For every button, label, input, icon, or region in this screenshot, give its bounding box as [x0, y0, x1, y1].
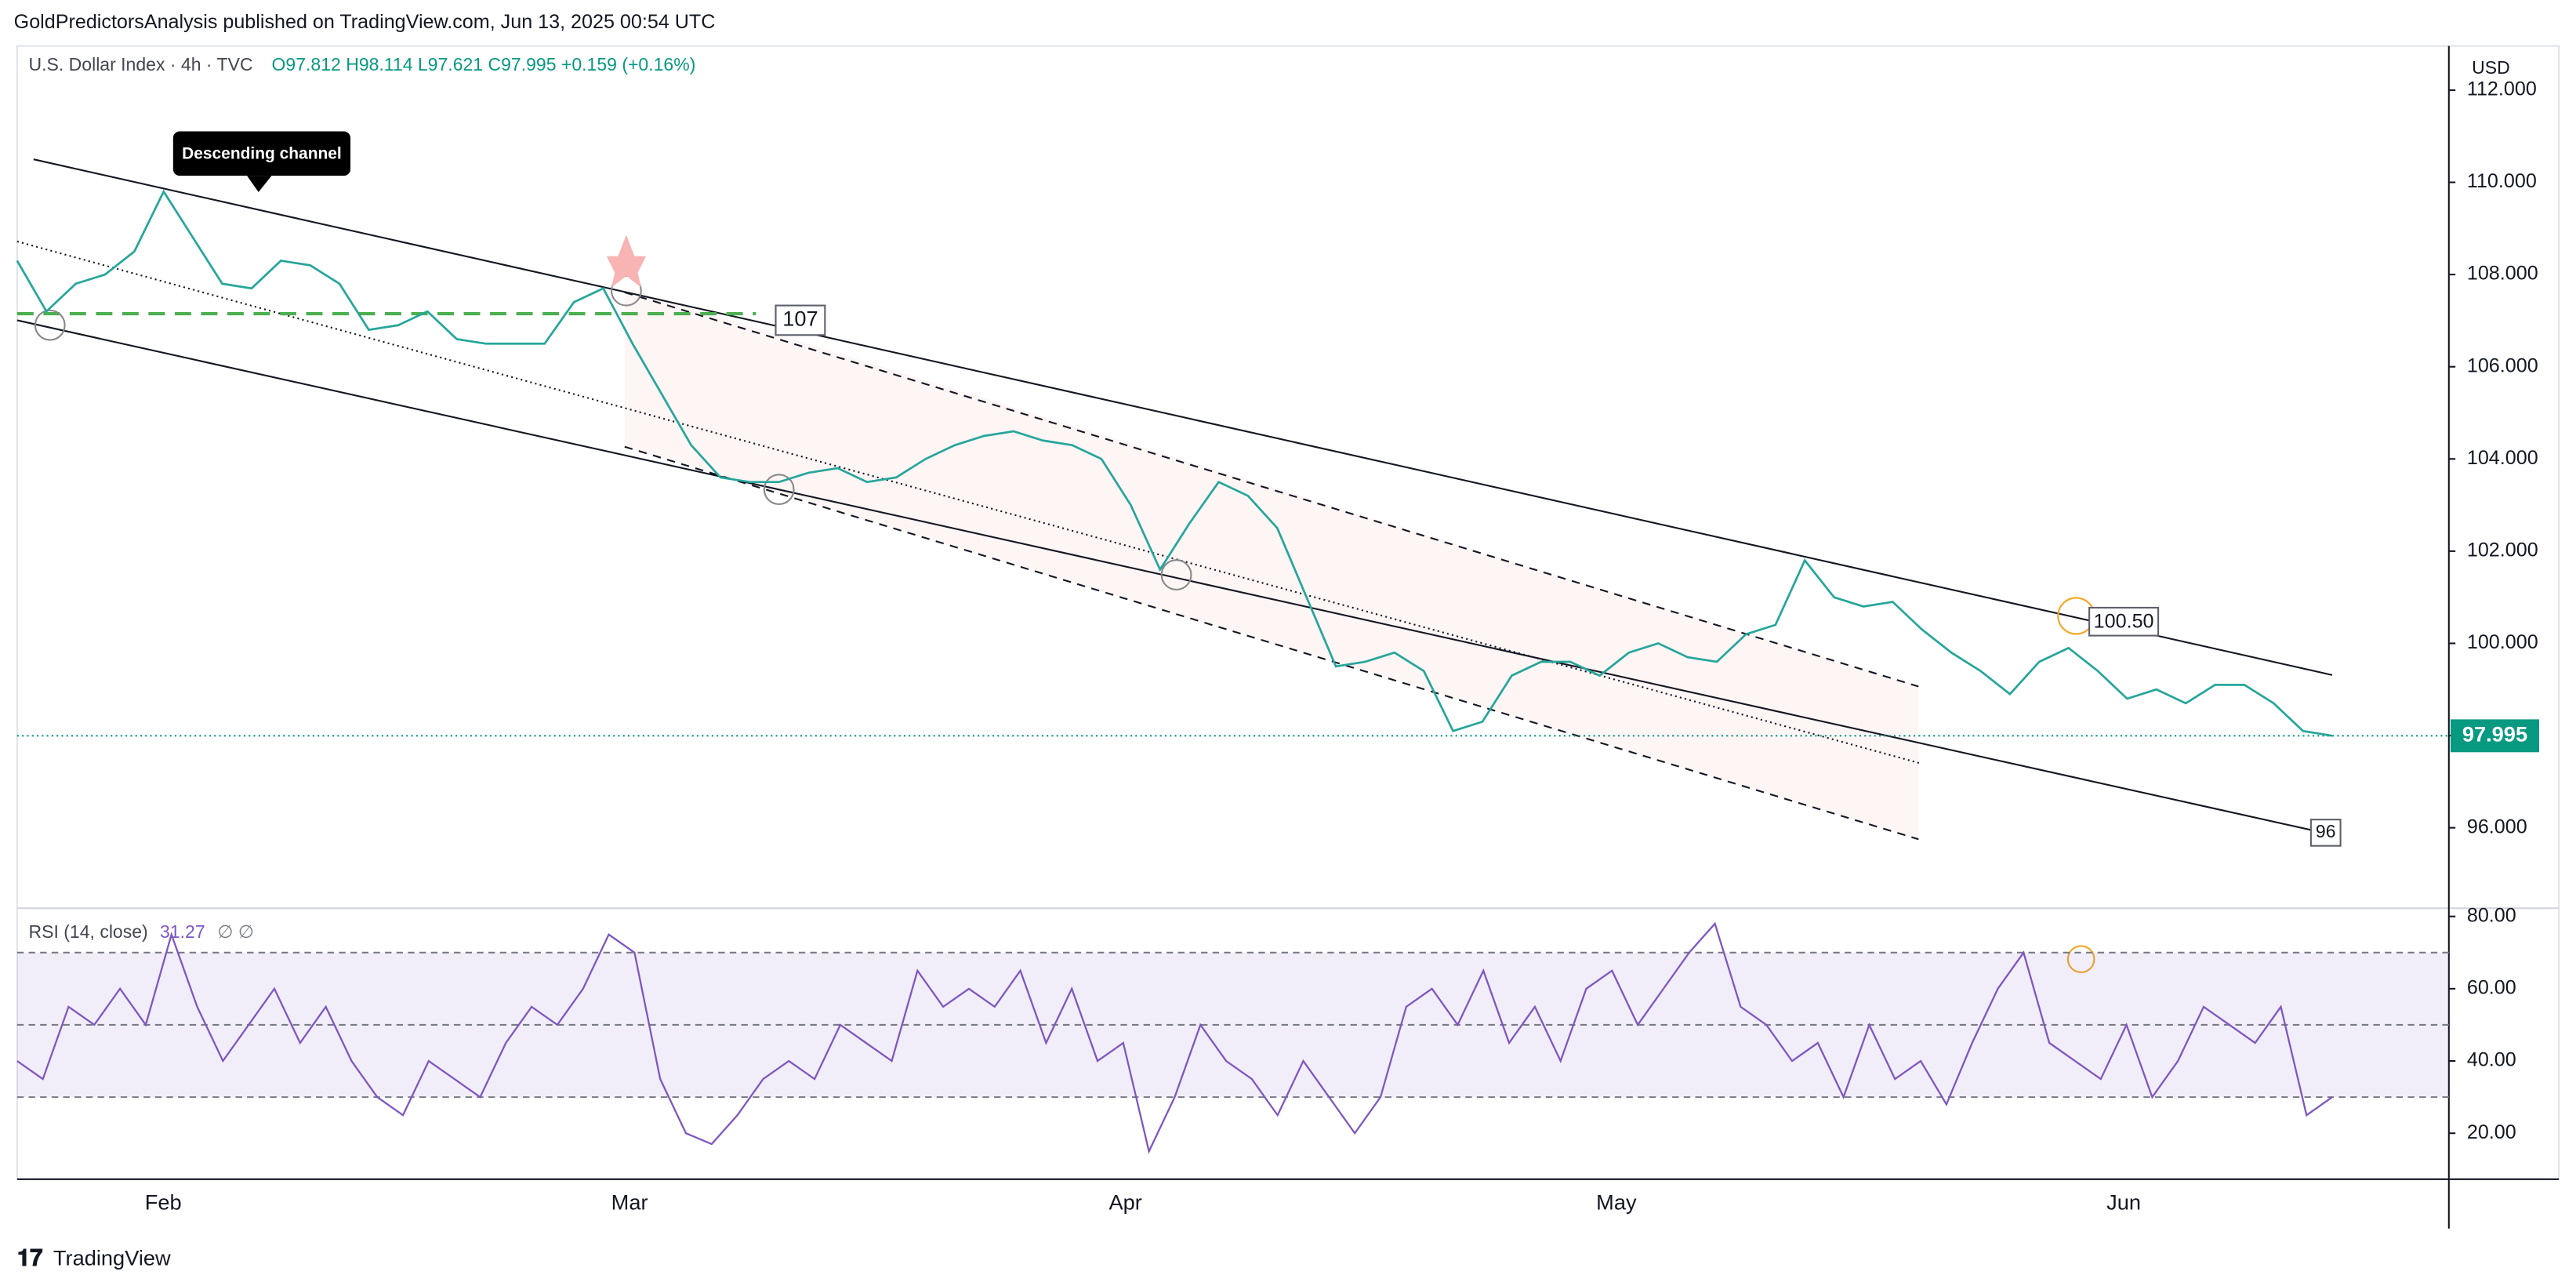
- y-tick-label: 110.000: [2467, 170, 2537, 192]
- level-label: 100.50: [2094, 610, 2154, 632]
- brand: TradingView: [53, 1246, 171, 1270]
- rsi-extra: ∅ ∅: [217, 921, 254, 942]
- y-tick-label: 20.00: [2467, 1121, 2516, 1143]
- symbol: U.S. Dollar Index · 4h · TVC: [29, 54, 253, 74]
- x-tick-label: Jun: [2106, 1190, 2141, 1214]
- x-tick-label: Apr: [1108, 1190, 1141, 1214]
- brand-logo: 𝟏𝟕: [17, 1245, 43, 1271]
- publisher: GoldPredictorsAnalysis published on Trad…: [14, 11, 716, 33]
- y-tick-label: 104.000: [2467, 447, 2538, 469]
- callout-box: [172, 131, 351, 176]
- x-tick-label: Mar: [611, 1190, 648, 1214]
- last-price-box: [2450, 719, 2540, 753]
- inner-upper: [624, 291, 1919, 688]
- level-label: 96: [2316, 821, 2336, 841]
- touch-marker: [763, 474, 795, 506]
- level-label: 107: [782, 307, 818, 331]
- currency-box: [2452, 49, 2554, 89]
- y-tick-label: 80.00: [2467, 904, 2516, 926]
- touch-marker: [1160, 559, 1192, 590]
- rsi-line: [16, 921, 2333, 1154]
- y-tick-label: 60.00: [2467, 977, 2516, 999]
- y-tick-label: 40.00: [2467, 1049, 2516, 1071]
- currency: USD: [2472, 57, 2510, 78]
- ohlc: O97.812 H98.114 L97.621 C97.995 +0.159 (…: [271, 54, 695, 74]
- channel-upper: [33, 158, 2333, 676]
- inner-lower: [624, 445, 1919, 841]
- label-box: [775, 304, 826, 336]
- y-tick-label: 108.000: [2467, 263, 2538, 285]
- channel-lower: [16, 319, 2317, 832]
- y-tick-label: 96.000: [2467, 816, 2527, 837]
- y-tick-label: 102.000: [2467, 539, 2538, 561]
- channel-mid: [16, 240, 1922, 765]
- x-tick-label: Feb: [145, 1190, 182, 1214]
- star-marker: [606, 234, 647, 288]
- touch-marker: [34, 309, 66, 341]
- label-box: [2309, 819, 2342, 847]
- channel-fill: [624, 287, 1919, 840]
- label-box: [2088, 606, 2160, 637]
- y-tick-label: 112.000: [2467, 78, 2537, 100]
- y-tick-label: 100.000: [2467, 631, 2538, 653]
- rsi-marker: [2066, 945, 2095, 973]
- rsi-value: 31.27: [160, 921, 205, 942]
- x-tick-label: May: [1596, 1190, 1637, 1214]
- price-line: [16, 189, 2333, 737]
- callout-text: Descending channel: [182, 144, 342, 162]
- rsi-band: [16, 952, 2449, 1098]
- y-tick-label: 106.000: [2467, 354, 2538, 376]
- last-price-label: 97.995: [2462, 722, 2527, 747]
- callout-tip: [247, 176, 272, 193]
- rsi-title: RSI (14, close): [29, 921, 148, 942]
